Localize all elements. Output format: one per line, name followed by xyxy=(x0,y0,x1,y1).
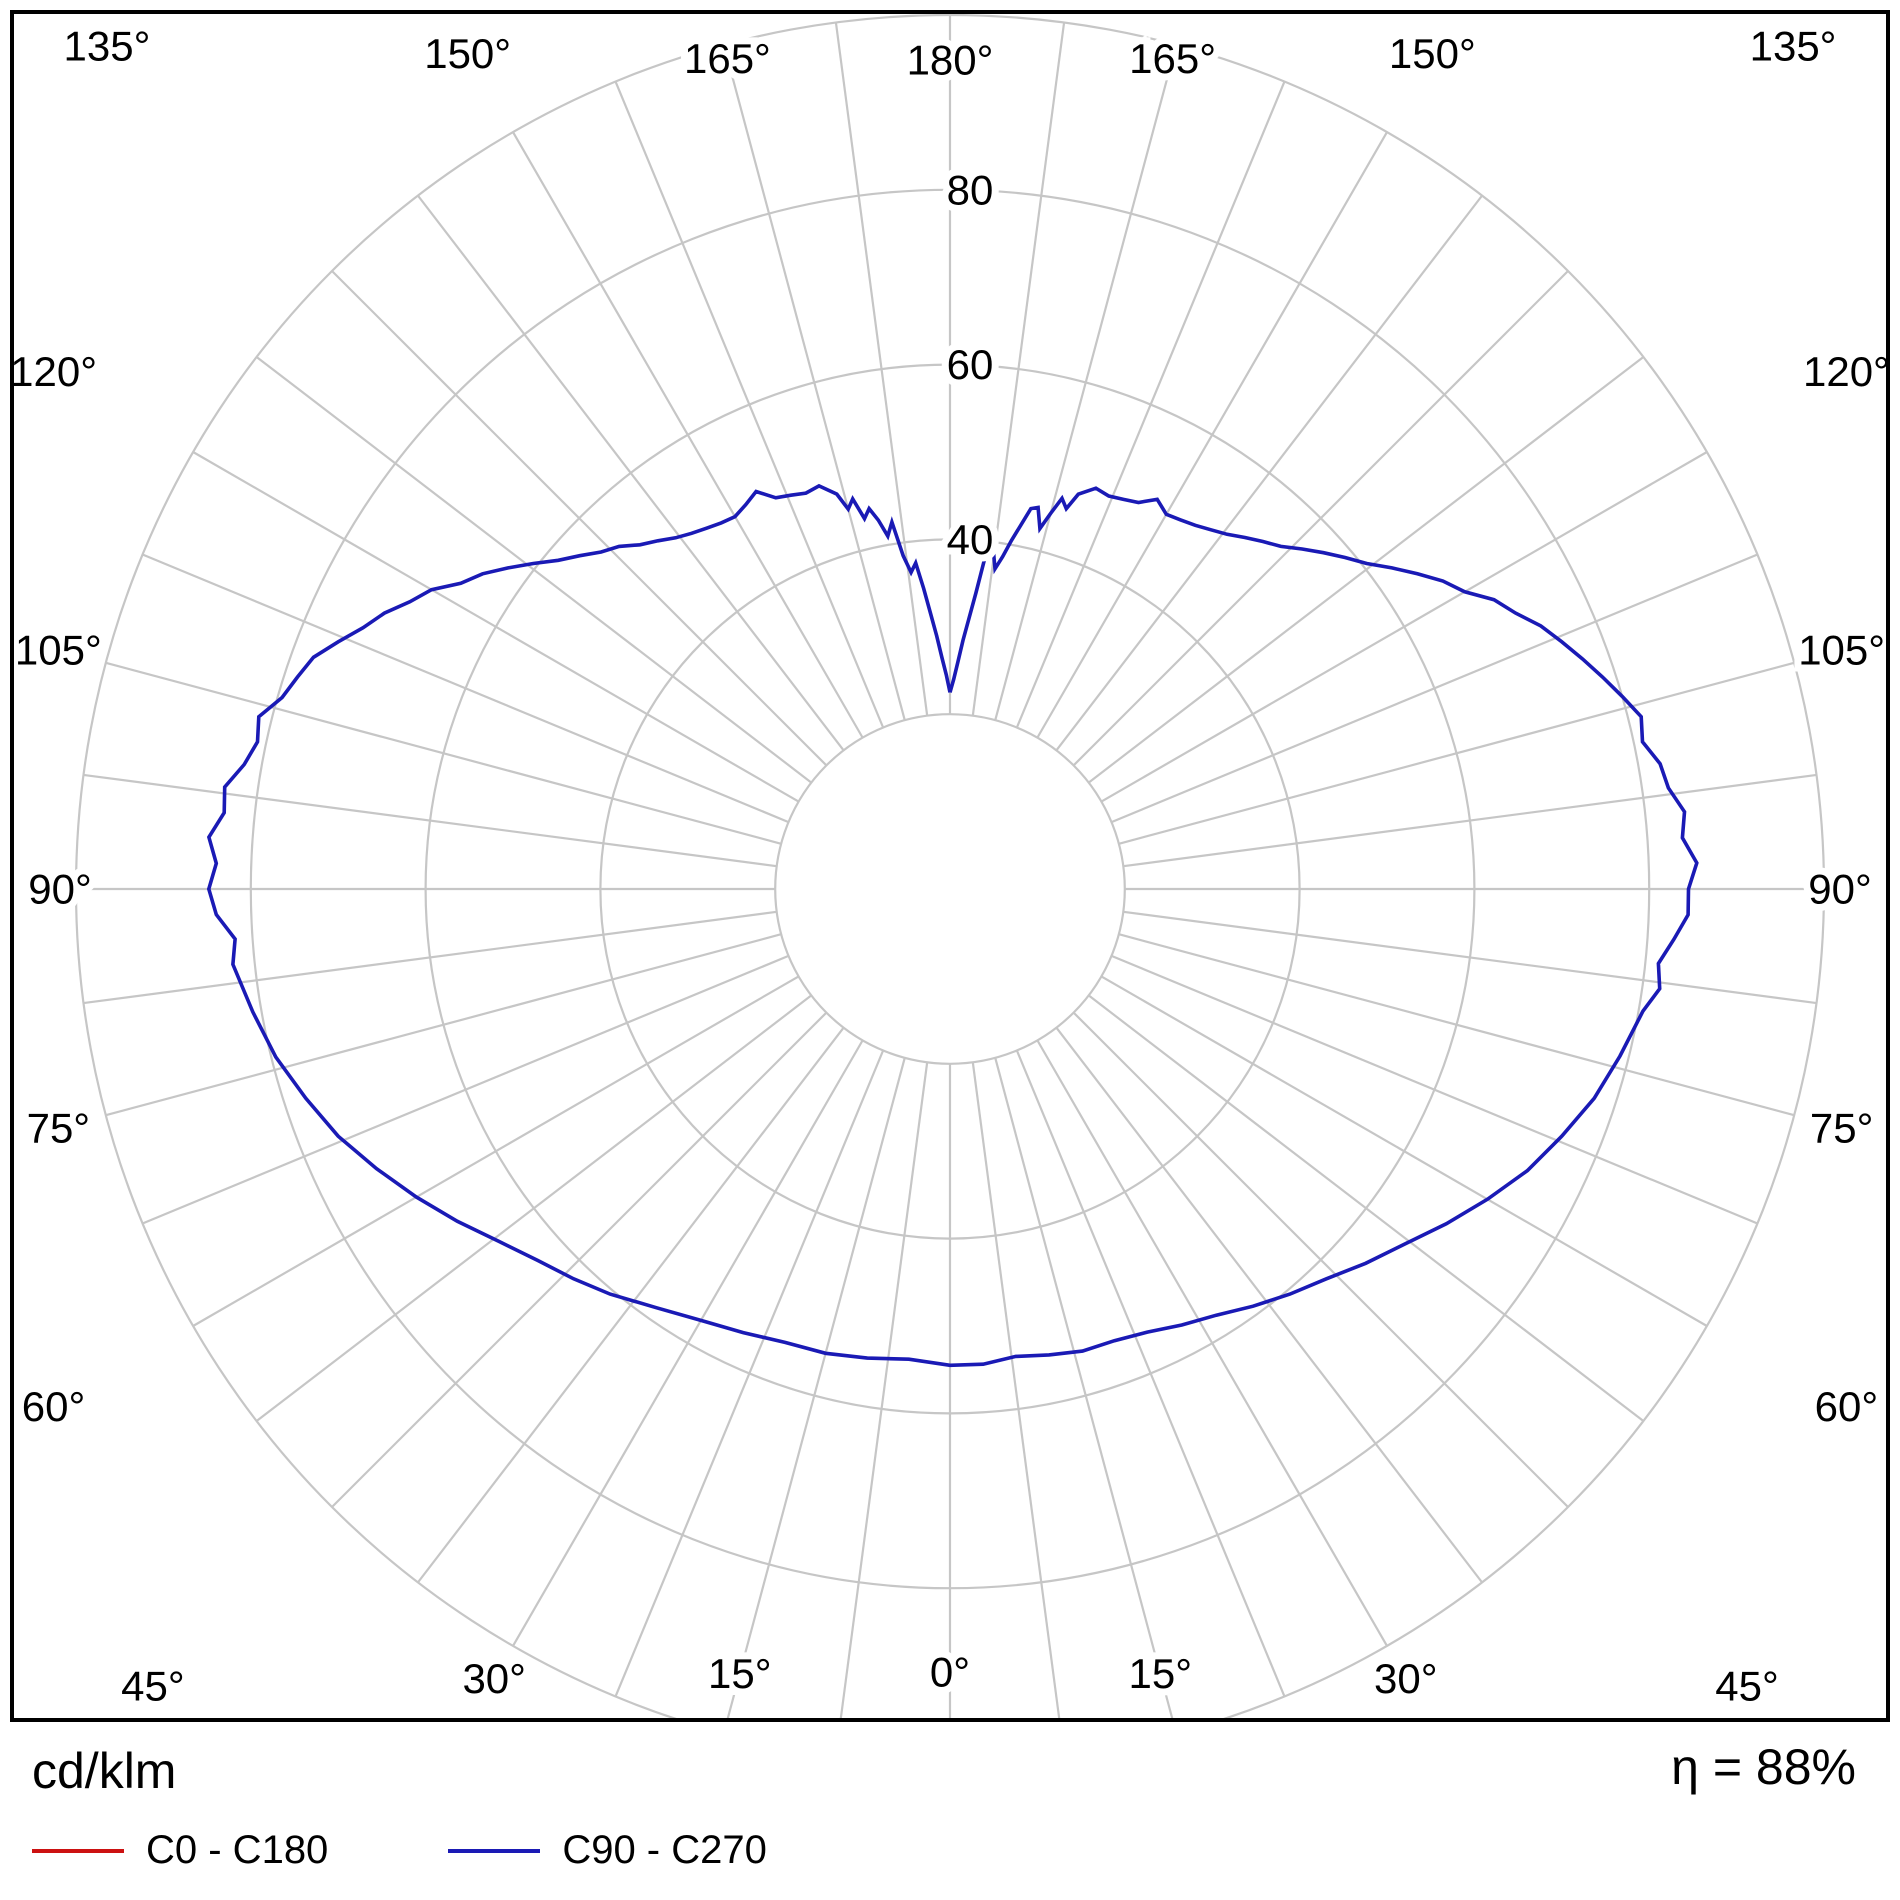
legend: C0 - C180 C90 - C270 xyxy=(32,1828,887,1873)
angle-label: 105° xyxy=(1798,627,1885,674)
angle-label: 135° xyxy=(64,22,151,69)
angle-label: 90° xyxy=(1808,866,1872,913)
angle-label: 165° xyxy=(1129,35,1216,82)
angle-label: 45° xyxy=(1715,1663,1779,1710)
legend-item: C0 - C180 xyxy=(32,1828,328,1873)
angle-label: 30° xyxy=(1374,1655,1438,1702)
angle-label: 165° xyxy=(684,35,771,82)
ring-labels: 40 60 80 xyxy=(940,159,1001,570)
curve-C90-C270 xyxy=(206,483,1699,1368)
ring-label: 40 xyxy=(947,516,994,563)
angle-label: 75° xyxy=(1810,1104,1874,1151)
angle-label: 45° xyxy=(121,1663,185,1710)
ring-label: 60 xyxy=(947,341,994,388)
legend-label: C0 - C180 xyxy=(146,1828,329,1872)
angle-label: 105° xyxy=(15,627,102,674)
angle-label: 150° xyxy=(1389,30,1476,77)
angle-label: 180° xyxy=(907,37,994,84)
angle-label: 150° xyxy=(424,30,511,77)
legend-swatch-line xyxy=(448,1848,541,1853)
angle-label: 15° xyxy=(1128,1650,1192,1697)
legend-item: C90 - C270 xyxy=(448,1828,767,1873)
angle-label: 90° xyxy=(28,866,92,913)
angle-label: 15° xyxy=(708,1650,772,1697)
angle-label: 135° xyxy=(1750,22,1837,69)
ring-label: 80 xyxy=(947,166,994,213)
angle-label: 60° xyxy=(1815,1383,1879,1430)
angle-label: 120° xyxy=(1803,348,1890,395)
efficiency-label: η = 88% xyxy=(1671,1739,1856,1795)
legend-swatch-line xyxy=(32,1848,124,1853)
unit-label: cd/klm xyxy=(32,1743,177,1799)
angle-label: 60° xyxy=(22,1383,86,1430)
angle-labels: 0° 15° 15° 30° 30° 45° 45° 60° 60° 75° 75° 90° 90° 10… xyxy=(3,15,1897,1716)
legend-label: C90 - C270 xyxy=(562,1828,767,1872)
angle-label: 75° xyxy=(27,1104,91,1151)
polar-grid xyxy=(75,14,1825,1718)
angle-label: 0° xyxy=(930,1649,970,1696)
angle-label: 30° xyxy=(462,1655,526,1702)
angle-label: 120° xyxy=(10,348,97,395)
plot-frame xyxy=(10,10,1890,1722)
